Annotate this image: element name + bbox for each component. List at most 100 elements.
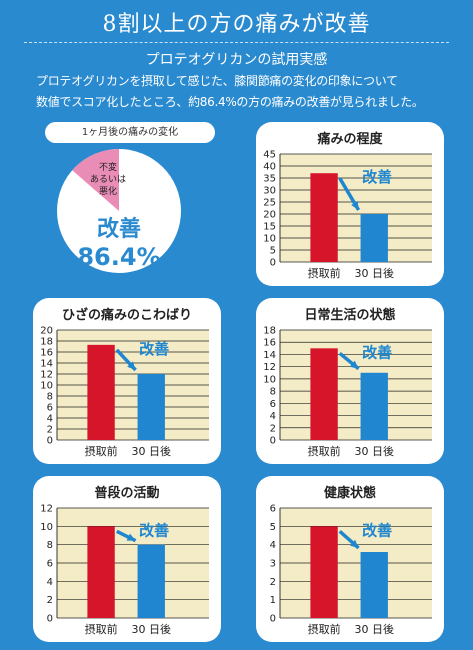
x-tick-label: 30 日後 xyxy=(131,444,171,458)
x-tick-label: 摂取前 xyxy=(308,622,341,636)
y-tick-label: 8 xyxy=(47,540,53,551)
y-tick-label: 3 xyxy=(270,559,276,570)
chart-panel-usual-activity: 普段の活動 0 2 4 6 8 10 12 摂取前 30 日後 改善 xyxy=(33,476,221,642)
chart-title: 健康状態 xyxy=(323,486,376,501)
bar-after xyxy=(360,214,388,262)
y-tick-label: 6 xyxy=(47,403,53,414)
improvement-arrow-head xyxy=(126,533,136,541)
bar-before xyxy=(87,526,115,618)
bar-after xyxy=(360,372,388,440)
y-tick-label: 0 xyxy=(47,436,53,447)
y-tick-label: 10 xyxy=(263,374,276,385)
y-tick-label: 40 xyxy=(263,162,276,173)
pie-improved-value: 86.4% xyxy=(77,243,161,271)
x-tick-label: 摂取前 xyxy=(308,444,341,458)
chart-title: 普段の活動 xyxy=(94,486,160,501)
pie-unchanged-label-line-1: 不変 xyxy=(98,163,117,173)
chart-panel-daily-life: 日常生活の状態 0 2 4 6 8 10 12 14 16 18 摂取前 30 日後 改善 xyxy=(256,298,444,464)
description-line-2: 数値でスコア化したところ、約86.4%の方の痛みの改善が見られました。 xyxy=(36,95,424,109)
pie-slice-unchanged xyxy=(72,149,119,211)
y-tick-label: 25 xyxy=(263,198,276,209)
y-tick-label: 5 xyxy=(270,246,276,257)
pie-unchanged-label-line-2: あるいは xyxy=(89,175,126,185)
y-tick-label: 10 xyxy=(40,522,53,533)
page-subtitle: プロテオグリカンの試用実感 xyxy=(145,52,328,68)
pie-chart-svg xyxy=(57,149,181,273)
x-tick-label: 30 日後 xyxy=(354,444,394,458)
bar-after xyxy=(360,552,388,618)
improvement-label: 改善 xyxy=(362,168,392,186)
improvement-label: 改善 xyxy=(362,521,392,539)
y-tick-label: 8 xyxy=(270,387,276,398)
y-tick-label: 4 xyxy=(270,411,276,422)
x-tick-label: 30 日後 xyxy=(131,622,171,636)
pie-unchanged-label: 不変 あるいは 悪化 xyxy=(88,162,128,198)
y-tick-label: 1 xyxy=(270,595,276,606)
x-tick-label: 30 日後 xyxy=(354,266,394,280)
y-tick-label: 18 xyxy=(263,326,276,337)
improvement-arrow-head xyxy=(349,360,359,369)
y-tick-label: 45 xyxy=(263,150,276,161)
y-tick-label: 14 xyxy=(40,359,53,370)
y-tick-label: 8 xyxy=(47,392,53,403)
chart-panel-health-status: 健康状態 0 1 2 3 4 5 6 摂取前 30 日後 改善 xyxy=(256,476,444,642)
y-tick-label: 4 xyxy=(47,577,53,588)
pie-improved-label: 改善 xyxy=(96,217,141,242)
y-tick-label: 35 xyxy=(263,174,276,185)
y-tick-label: 10 xyxy=(40,381,53,392)
y-tick-label: 12 xyxy=(263,362,276,373)
y-tick-label: 0 xyxy=(270,258,276,269)
chart-title: 痛みの程度 xyxy=(317,132,383,147)
y-tick-label: 18 xyxy=(40,337,53,348)
description: プロテオグリカンを摂取して感じた、膝関節痛の変化の印象について 数値でスコア化し… xyxy=(36,71,456,113)
bar-before xyxy=(310,526,338,618)
bar-before xyxy=(310,348,338,440)
y-tick-label: 6 xyxy=(270,504,276,515)
y-tick-label: 14 xyxy=(263,350,276,361)
x-tick-label: 摂取前 xyxy=(308,266,341,280)
bar-chart-svg: 0 1 2 3 4 5 6 摂取前 30 日後 改善 xyxy=(270,504,432,636)
bar-after xyxy=(137,374,165,440)
y-tick-label: 16 xyxy=(40,348,53,359)
y-tick-label: 12 xyxy=(40,504,53,515)
y-tick-label: 2 xyxy=(47,595,53,606)
chart-panel-stiffness: ひざの痛みのこわばり 0 2 4 6 8 10 12 14 16 18 20 摂取前 30 日後 改善 xyxy=(33,298,221,464)
y-tick-label: 0 xyxy=(270,436,276,447)
pie-chart: 不変 あるいは 悪化 改善 86.4% xyxy=(56,148,182,274)
improvement-arrow-head xyxy=(351,201,359,210)
y-tick-label: 20 xyxy=(263,210,276,221)
improvement-label: 改善 xyxy=(139,340,169,358)
x-tick-label: 摂取前 xyxy=(85,444,118,458)
y-tick-label: 12 xyxy=(40,370,53,381)
improvement-arrow-head xyxy=(349,539,359,548)
chart-title: 日常生活の状態 xyxy=(304,308,396,323)
page-title: 8割以上の方の痛みが改善 xyxy=(102,12,371,37)
y-tick-label: 15 xyxy=(263,222,276,233)
x-tick-label: 30 日後 xyxy=(354,622,394,636)
bar-after xyxy=(137,544,165,618)
y-tick-label: 16 xyxy=(263,338,276,349)
y-tick-label: 6 xyxy=(47,559,53,570)
y-tick-label: 2 xyxy=(47,425,53,436)
y-tick-label: 20 xyxy=(40,326,53,337)
y-tick-label: 2 xyxy=(270,423,276,434)
chart-panel-pain-level: 痛みの程度 0 5 10 15 20 25 30 35 40 45 摂取前 30 日後 改善 xyxy=(256,122,444,286)
y-tick-label: 5 xyxy=(270,522,276,533)
y-tick-label: 2 xyxy=(270,577,276,588)
y-tick-label: 4 xyxy=(270,540,276,551)
y-tick-label: 6 xyxy=(270,399,276,410)
title-divider xyxy=(24,42,449,43)
bar-before xyxy=(87,344,115,440)
chart-title: ひざの痛みのこわばり xyxy=(61,308,192,323)
improvement-arrow-head xyxy=(127,361,136,370)
y-tick-label: 0 xyxy=(47,614,53,625)
pie-chart-label: 1ヶ月後の痛みの変化 xyxy=(45,122,215,143)
improvement-label: 改善 xyxy=(362,343,392,361)
x-tick-label: 摂取前 xyxy=(85,622,118,636)
description-line-1: プロテオグリカンを摂取して感じた、膝関節痛の変化の印象について xyxy=(36,74,398,88)
bar-chart-svg: 0 2 4 6 8 10 12 摂取前 30 日後 改善 xyxy=(40,504,209,636)
pie-unchanged-label-line-3: 悪化 xyxy=(98,187,117,197)
improvement-label: 改善 xyxy=(139,521,169,539)
